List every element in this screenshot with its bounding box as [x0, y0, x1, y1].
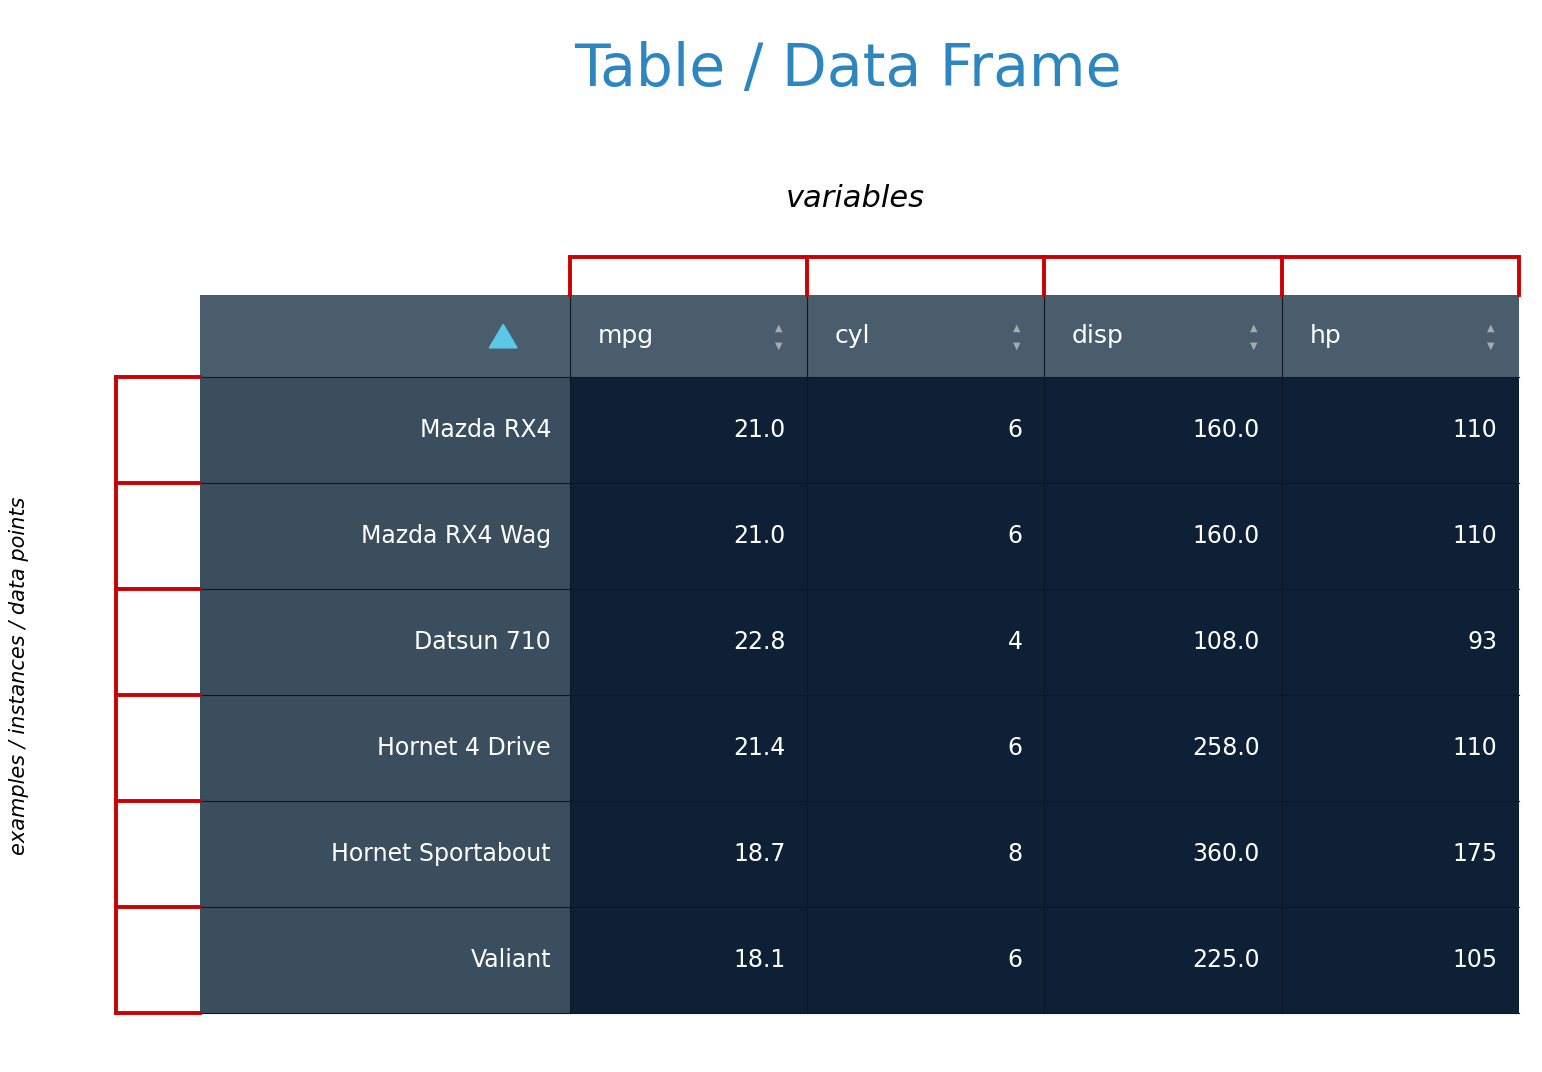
Bar [1281, 590, 1519, 696]
Text: 360.0: 360.0 [1192, 843, 1260, 866]
Bar [1044, 295, 1281, 377]
Text: 110: 110 [1453, 736, 1497, 760]
Bar [806, 801, 1044, 907]
Text: 21.0: 21.0 [732, 524, 785, 548]
Bar [569, 907, 806, 1013]
Text: 4: 4 [1007, 630, 1022, 654]
Bar [200, 696, 569, 801]
Text: ▲: ▲ [776, 323, 783, 332]
Bar [806, 483, 1044, 590]
Bar [200, 377, 569, 483]
Text: cyl: cyl [834, 324, 870, 348]
Bar [200, 801, 569, 907]
Text: examples / instances / data points: examples / instances / data points [9, 496, 28, 854]
Text: 21.0: 21.0 [732, 418, 785, 443]
Text: Hornet 4 Drive: Hornet 4 Drive [378, 736, 550, 760]
Text: Valiant: Valiant [470, 948, 550, 972]
Text: 21.4: 21.4 [732, 736, 785, 760]
Text: 6: 6 [1007, 736, 1022, 760]
Text: Datsun 710: Datsun 710 [415, 630, 550, 654]
Bar [569, 801, 806, 907]
Text: Mazda RX4 Wag: Mazda RX4 Wag [361, 524, 550, 548]
Text: 108.0: 108.0 [1192, 630, 1260, 654]
Text: 8: 8 [1007, 843, 1022, 866]
Text: mpg: mpg [597, 324, 654, 348]
Bar [1281, 377, 1519, 483]
Bar [1044, 801, 1281, 907]
Text: 258.0: 258.0 [1192, 736, 1260, 760]
Text: 110: 110 [1453, 524, 1497, 548]
Bar [569, 295, 806, 377]
Bar [806, 590, 1044, 696]
Bar [806, 696, 1044, 801]
Bar [569, 483, 806, 590]
Text: 6: 6 [1007, 418, 1022, 443]
Bar [200, 295, 569, 377]
Text: 160.0: 160.0 [1192, 418, 1260, 443]
Bar [1044, 907, 1281, 1013]
Bar [806, 295, 1044, 377]
Text: 22.8: 22.8 [732, 630, 785, 654]
Text: ▲: ▲ [1488, 323, 1494, 332]
Text: disp: disp [1072, 324, 1124, 348]
Bar [1281, 907, 1519, 1013]
Bar [200, 907, 569, 1013]
Text: ▲: ▲ [1251, 323, 1258, 332]
Text: hp: hp [1309, 324, 1342, 348]
Text: Mazda RX4: Mazda RX4 [419, 418, 550, 443]
Text: 93: 93 [1468, 630, 1497, 654]
Bar [1281, 483, 1519, 590]
Text: 6: 6 [1007, 524, 1022, 548]
Text: Table / Data Frame: Table / Data Frame [574, 41, 1123, 99]
Bar [569, 377, 806, 483]
Bar [1281, 295, 1519, 377]
Bar [200, 590, 569, 696]
Text: Hornet Sportabout: Hornet Sportabout [332, 843, 550, 866]
Text: 225.0: 225.0 [1192, 948, 1260, 972]
Text: variables: variables [786, 183, 925, 213]
Text: 18.1: 18.1 [732, 948, 785, 972]
Text: ▼: ▼ [1013, 341, 1021, 351]
Text: ▼: ▼ [1251, 341, 1258, 351]
Text: 105: 105 [1453, 948, 1497, 972]
Polygon shape [489, 325, 517, 348]
Bar [1281, 696, 1519, 801]
Bar [200, 483, 569, 590]
Bar [1044, 377, 1281, 483]
Bar [569, 590, 806, 696]
Text: ▲: ▲ [1013, 323, 1021, 332]
Bar [1044, 483, 1281, 590]
Text: 110: 110 [1453, 418, 1497, 443]
Bar [806, 907, 1044, 1013]
Bar [569, 696, 806, 801]
Bar [806, 377, 1044, 483]
Text: 18.7: 18.7 [732, 843, 785, 866]
Text: 6: 6 [1007, 948, 1022, 972]
Bar [1044, 696, 1281, 801]
Text: ▼: ▼ [1488, 341, 1494, 351]
Text: ▼: ▼ [776, 341, 783, 351]
Bar [1281, 801, 1519, 907]
Text: 160.0: 160.0 [1192, 524, 1260, 548]
Bar [1044, 590, 1281, 696]
Text: 175: 175 [1453, 843, 1497, 866]
